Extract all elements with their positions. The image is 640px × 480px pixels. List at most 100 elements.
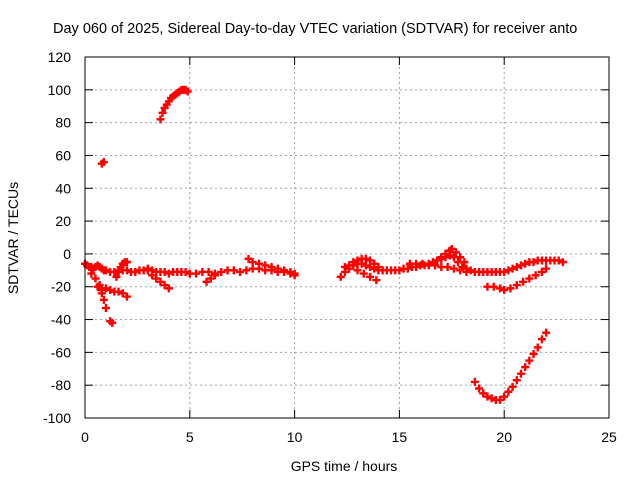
data-point-low-arc [512,376,521,385]
data-point-tracks-near-zero [516,261,525,270]
data-point-tracks-near-zero [87,269,96,278]
data-point-tracks-near-zero [108,318,117,327]
data-point-tracks-near-zero [525,274,534,283]
x-tick-label: 15 [392,429,408,445]
data-point-tracks-near-zero [542,264,551,273]
data-point-tracks-near-zero [460,258,469,267]
data-point-tracks-near-zero [131,267,140,276]
data-point-tracks-near-zero [418,259,427,268]
data-point-tracks-near-zero [508,264,517,273]
data-point-tracks-near-zero [372,276,381,285]
data-point-tracks-near-zero [374,263,383,272]
data-point-tracks-near-zero [101,266,110,275]
data-point-tracks-near-zero [122,258,131,267]
data-point-high-arc [158,108,167,117]
chart-title: Day 060 of 2025, Sidereal Day-to-day VTE… [53,21,577,37]
data-point-tracks-near-zero [99,295,108,304]
data-point-tracks-near-zero [512,281,521,290]
data-point-tracks-near-zero [345,261,354,270]
plot-frame [84,56,610,419]
data-point-tracks-near-zero [160,267,169,276]
data-point-tracks-near-zero [181,267,190,276]
data-point-tracks-near-zero [443,263,452,272]
data-point-tracks-near-zero [101,284,110,293]
data-point-tracks-near-zero [353,266,362,275]
data-point-tracks-near-zero [210,271,219,280]
y-tick-label: 60 [55,147,71,163]
data-point-low-arc [487,394,496,403]
y-tick-label: 0 [63,246,71,262]
data-point-tracks-near-zero [114,267,123,276]
data-point-low-arc [500,392,509,401]
data-point-tracks-near-zero [340,263,349,272]
data-point-tracks-near-zero [112,272,121,281]
data-point-tracks-near-zero [254,259,263,268]
x-axis-label: GPS time / hours [291,458,398,474]
data-point-tracks-near-zero [273,264,282,273]
x-tick-label: 5 [186,429,194,445]
data-point-tracks-near-zero [512,263,521,272]
data-point-tracks-near-zero [403,264,412,273]
data-point-tracks-near-zero [537,267,546,276]
data-point-tracks-near-zero [506,284,515,293]
data-point-tracks-near-zero [280,266,289,275]
data-point-tracks-near-zero [143,266,152,275]
data-point-tracks-near-zero [91,274,100,283]
data-point-tracks-near-zero [97,286,106,295]
y-tick-label: 40 [55,180,71,196]
data-points [81,85,567,404]
data-point-tracks-near-zero [122,292,131,301]
data-point-tracks-near-zero [122,266,131,275]
y-tick-label: -20 [51,279,71,295]
x-tick-label: 0 [81,429,89,445]
data-point-tracks-near-zero [554,256,563,265]
data-point-tracks-near-zero [370,259,379,268]
data-point-tracks-near-zero [466,266,475,275]
data-point-tracks-near-zero [204,267,213,276]
y-tick-label: 80 [55,115,71,131]
data-point-tracks-near-zero [244,254,253,263]
data-point-tracks-near-zero [267,263,276,272]
data-point-tracks-near-zero [462,267,471,276]
data-point-tracks-near-zero [202,277,211,286]
y-axis-label: SDTVAR / TECUs [5,182,21,294]
data-point-tracks-near-zero [451,248,460,257]
data-point-tracks-near-zero [349,258,358,267]
y-tick-label: 100 [48,82,72,98]
data-point-tracks-near-zero [229,266,238,275]
data-point-low-arc [470,377,479,386]
data-point-tracks-near-zero [156,277,165,286]
data-point-high-arc [156,115,165,124]
data-point-tracks-near-zero [519,277,528,286]
data-point-tracks-near-zero [456,253,465,262]
data-point-tracks-near-zero [366,272,375,281]
data-point-low-arc [475,384,484,393]
data-point-tracks-near-zero [531,271,540,280]
data-point-tracks-near-zero [431,261,440,270]
data-point-tracks-near-zero [290,269,299,278]
data-point-low-arc [542,328,551,337]
data-point-tracks-near-zero [242,266,251,275]
grid [85,57,609,418]
y-tick-label: -100 [43,410,71,426]
data-point-tracks-near-zero [114,287,123,296]
data-point-tracks-near-zero [521,259,530,268]
data-point-tracks-near-zero [248,258,257,267]
data-point-tracks-near-zero [447,244,456,253]
data-point-tracks-near-zero [206,274,215,283]
data-point-tracks-near-zero [496,284,505,293]
data-point-low-arc [525,356,534,365]
data-point-tracks-near-zero [106,286,115,295]
data-point-low-arc [508,382,517,391]
data-point-tracks-near-zero [437,253,446,262]
data-point-tracks-near-zero [217,267,226,276]
data-point-tracks-near-zero [261,261,270,270]
y-tick-label: 20 [55,213,71,229]
y-tick-label: -60 [51,344,71,360]
data-point-high-arc [183,87,192,96]
data-point-tracks-near-zero [192,269,201,278]
data-point-tracks-near-zero [504,266,513,275]
y-tick-label: -40 [51,312,71,328]
data-point-low-arc [529,350,538,359]
